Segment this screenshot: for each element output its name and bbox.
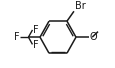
Text: F: F — [14, 32, 20, 42]
Text: F: F — [33, 40, 38, 50]
Text: F: F — [33, 25, 38, 35]
Text: Br: Br — [74, 1, 85, 11]
Text: O: O — [88, 32, 96, 42]
